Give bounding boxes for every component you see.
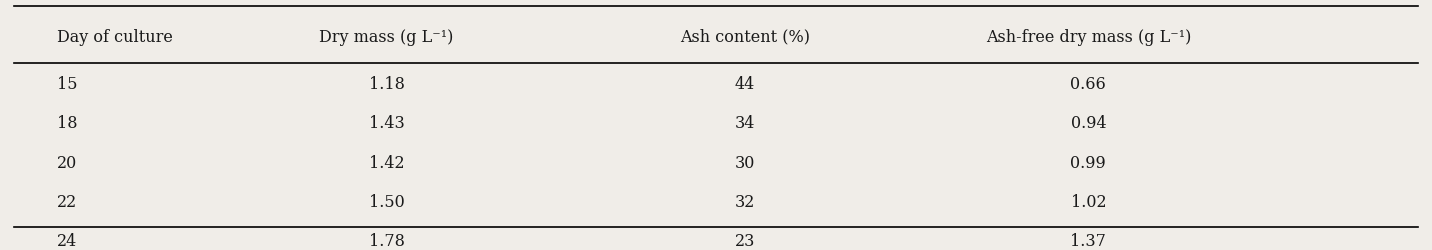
Text: 1.18: 1.18 bbox=[368, 76, 405, 93]
Text: Dry mass (g L⁻¹): Dry mass (g L⁻¹) bbox=[319, 28, 454, 45]
Text: 20: 20 bbox=[57, 154, 77, 171]
Text: 22: 22 bbox=[57, 193, 77, 210]
Text: 15: 15 bbox=[57, 76, 77, 93]
Text: Day of culture: Day of culture bbox=[57, 28, 173, 45]
Text: 1.02: 1.02 bbox=[1071, 193, 1106, 210]
Text: 44: 44 bbox=[735, 76, 755, 93]
Text: 1.50: 1.50 bbox=[369, 193, 404, 210]
Text: 1.42: 1.42 bbox=[369, 154, 404, 171]
Text: 0.94: 0.94 bbox=[1071, 115, 1106, 132]
Text: 23: 23 bbox=[735, 232, 755, 249]
Text: 32: 32 bbox=[735, 193, 755, 210]
Text: 0.99: 0.99 bbox=[1071, 154, 1106, 171]
Text: 1.78: 1.78 bbox=[368, 232, 405, 249]
Text: 34: 34 bbox=[735, 115, 755, 132]
Text: 1.37: 1.37 bbox=[1070, 232, 1107, 249]
Text: 30: 30 bbox=[735, 154, 755, 171]
Text: 24: 24 bbox=[57, 232, 77, 249]
Text: 18: 18 bbox=[57, 115, 77, 132]
Text: 1.43: 1.43 bbox=[369, 115, 404, 132]
Text: Ash content (%): Ash content (%) bbox=[680, 28, 809, 45]
Text: 0.66: 0.66 bbox=[1071, 76, 1106, 93]
Text: Ash-free dry mass (g L⁻¹): Ash-free dry mass (g L⁻¹) bbox=[985, 28, 1191, 45]
